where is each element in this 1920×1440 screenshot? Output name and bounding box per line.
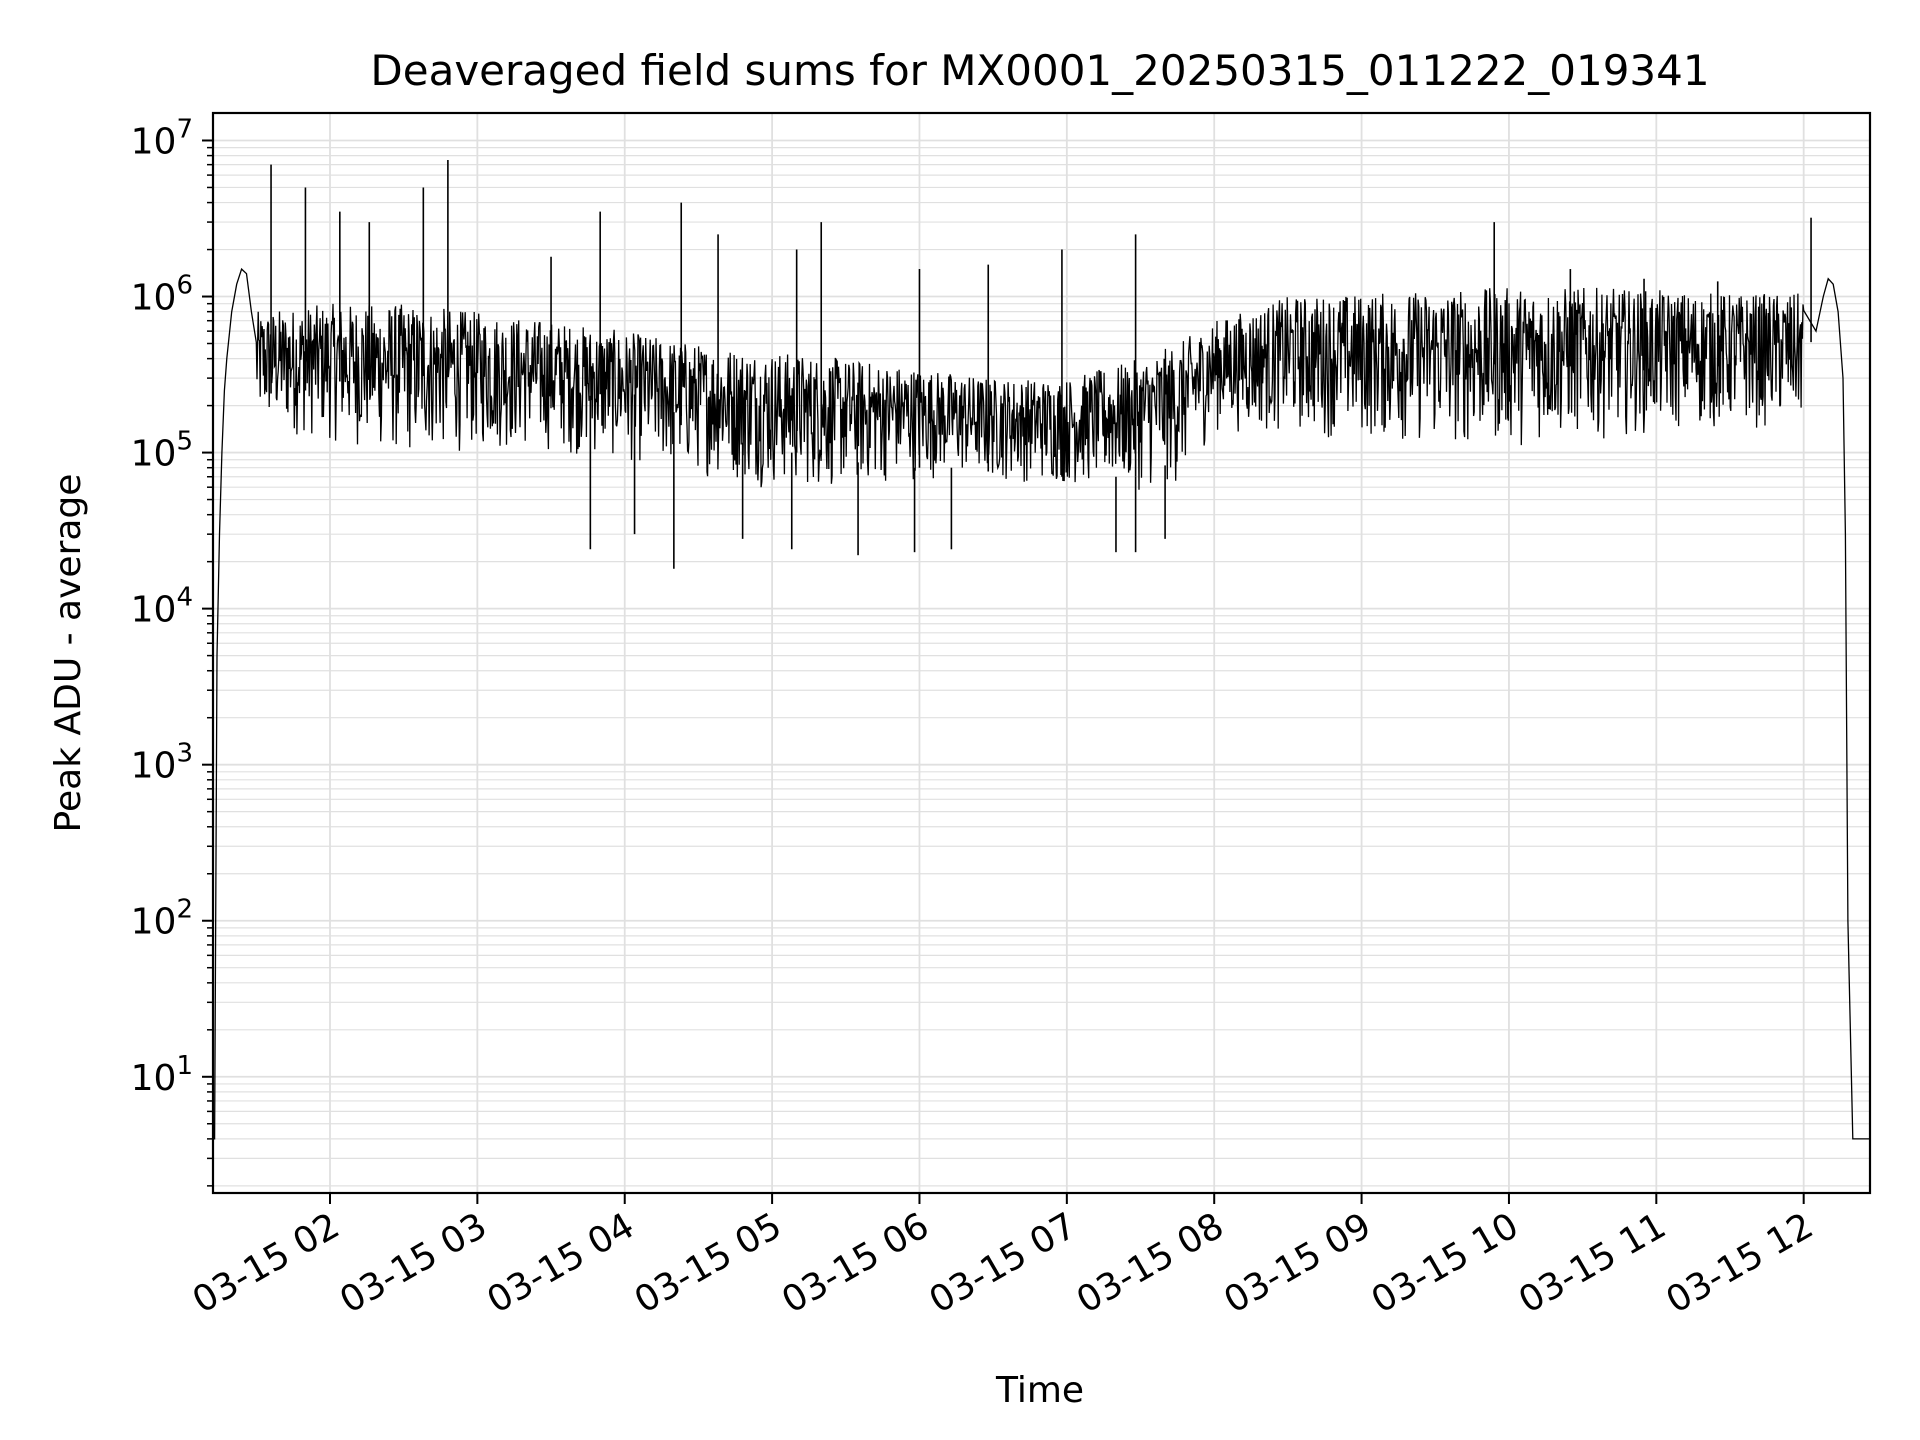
y-tick-label: 103: [131, 739, 193, 787]
y-tick-label: 105: [131, 427, 193, 475]
y-axis-ticks: 101 102 103 104 105 106 107: [131, 114, 213, 1187]
y-tick-label: 102: [131, 895, 193, 943]
chart-title: Deaveraged field sums for MX0001_2025031…: [370, 46, 1709, 95]
y-axis-label: Peak ADU - average: [48, 474, 89, 833]
y-tick-label: 101: [131, 1051, 193, 1099]
series-line: [213, 267, 1870, 1140]
grid-layer: [213, 113, 1870, 1193]
y-tick-label: 104: [131, 583, 193, 631]
y-tick-label: 107: [131, 114, 193, 162]
y-tick-label: 106: [131, 271, 193, 319]
plot-area-frame: [211, 111, 1872, 1195]
series-layer: [213, 159, 1870, 1140]
x-axis-label: Time: [995, 1370, 1084, 1411]
